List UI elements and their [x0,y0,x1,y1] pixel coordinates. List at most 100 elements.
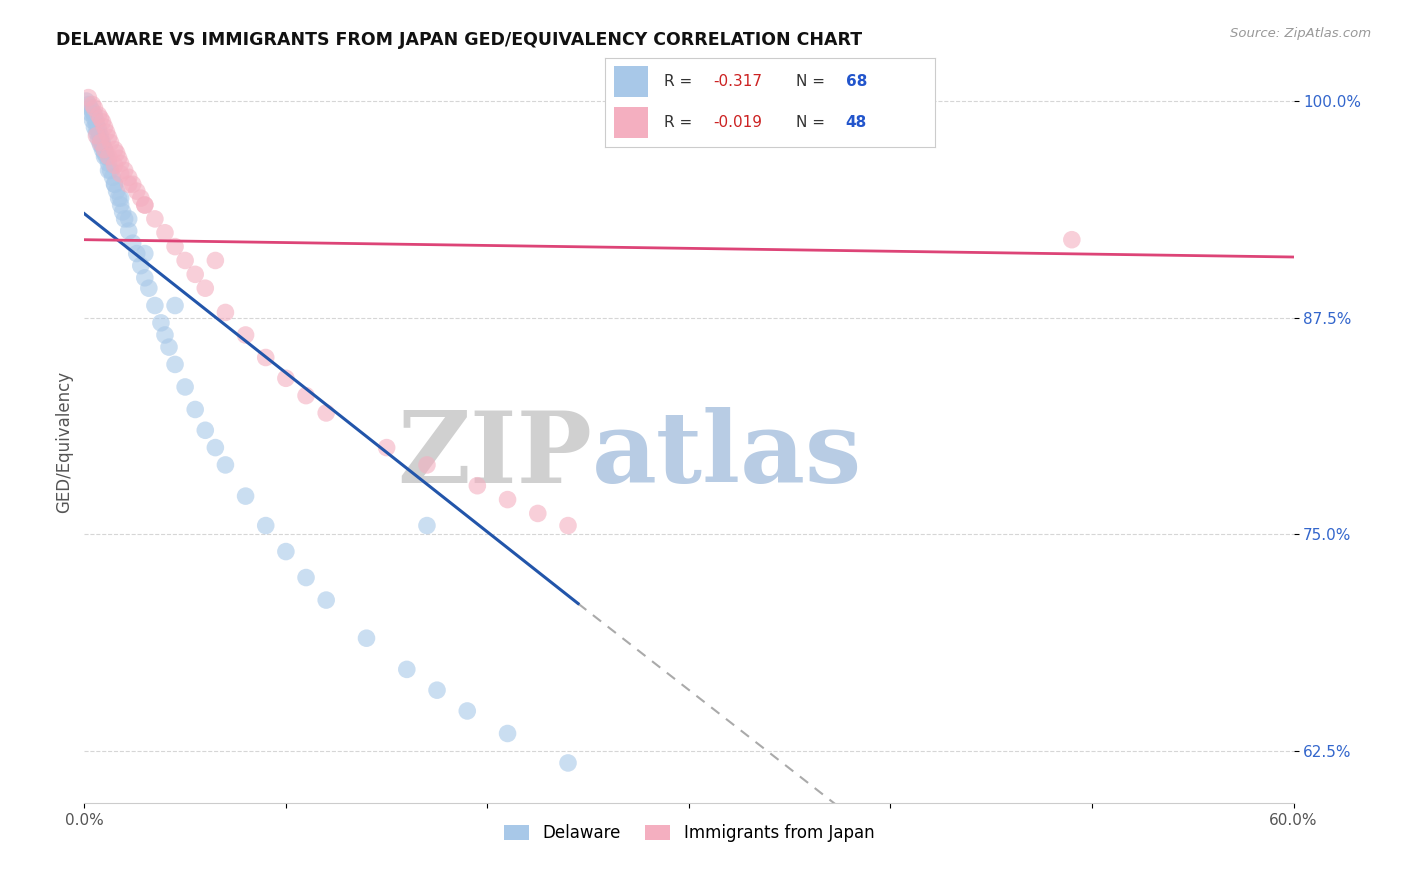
Point [118,211,141,226]
Point [93,120,115,134]
Text: -0.317: -0.317 [714,74,762,89]
Point [93,143,115,157]
Point [96,125,118,139]
Point [129,191,152,205]
Point [134,198,156,212]
Point [134,246,156,260]
Point [153,226,176,240]
Point [456,704,478,718]
Point [110,156,132,170]
Point [83,108,105,122]
Point [118,170,141,185]
Point [91,143,114,157]
Point [235,489,257,503]
Point [184,402,207,417]
Point [356,631,378,645]
Point [165,239,187,253]
Point [174,253,197,268]
Point [86,125,108,139]
Point [107,191,129,205]
Point [121,236,143,251]
Point [87,108,110,122]
Point [184,268,207,282]
Point [87,125,110,139]
Point [121,178,143,192]
Point [83,120,105,134]
Point [149,316,172,330]
Text: atlas: atlas [592,408,862,505]
Point [100,163,122,178]
Point [125,184,148,198]
Point [96,149,118,163]
Point [114,163,136,178]
Point [82,97,104,112]
Bar [614,66,648,97]
Point [101,170,124,185]
Point [111,205,134,219]
Point [375,441,398,455]
Point [194,281,217,295]
Point [138,281,160,295]
Point [165,299,187,313]
Point [118,224,141,238]
Point [86,119,108,133]
Legend: Delaware, Immigrants from Japan: Delaware, Immigrants from Japan [496,817,882,848]
Point [214,305,236,319]
Text: DELAWARE VS IMMIGRANTS FROM JAPAN GED/EQUIVALENCY CORRELATION CHART: DELAWARE VS IMMIGRANTS FROM JAPAN GED/EQ… [56,31,862,49]
Point [557,518,579,533]
Point [86,128,108,143]
Y-axis label: GED/Equivalency: GED/Equivalency [55,370,73,513]
Point [89,137,111,152]
Point [105,184,128,198]
Text: R =: R = [664,74,697,89]
Point [416,518,439,533]
Point [235,328,257,343]
Point [82,113,104,128]
Point [274,371,297,385]
Text: 48: 48 [846,115,868,130]
Point [496,492,519,507]
Point [557,756,579,770]
Point [194,423,217,437]
Text: 68: 68 [846,74,868,89]
Point [214,458,236,472]
Point [89,128,111,143]
Point [426,683,449,698]
Point [295,570,318,584]
Point [204,441,226,455]
Point [395,662,418,676]
Point [104,178,127,192]
Point [110,167,132,181]
Point [87,132,110,146]
Point [1060,233,1083,247]
Point [105,146,128,161]
Text: -0.019: -0.019 [714,115,762,130]
Point [204,253,226,268]
Point [77,97,100,112]
Text: Source: ZipAtlas.com: Source: ZipAtlas.com [1230,27,1371,40]
Point [79,106,101,120]
Point [91,115,114,129]
Point [77,90,100,104]
Point [134,198,156,212]
Point [93,149,115,163]
Point [165,358,187,372]
Point [104,143,127,157]
Point [93,143,115,157]
Point [157,340,180,354]
Text: N =: N = [796,115,830,130]
Point [104,178,127,192]
Point [125,246,148,260]
Point [254,351,277,365]
Point [83,101,105,115]
Point [97,149,120,163]
Point [174,380,197,394]
Point [86,115,108,129]
Point [110,198,132,212]
Point [91,139,114,153]
Point [89,112,111,126]
Point [89,132,111,146]
Point [143,299,166,313]
Point [75,94,97,108]
Point [104,158,127,172]
